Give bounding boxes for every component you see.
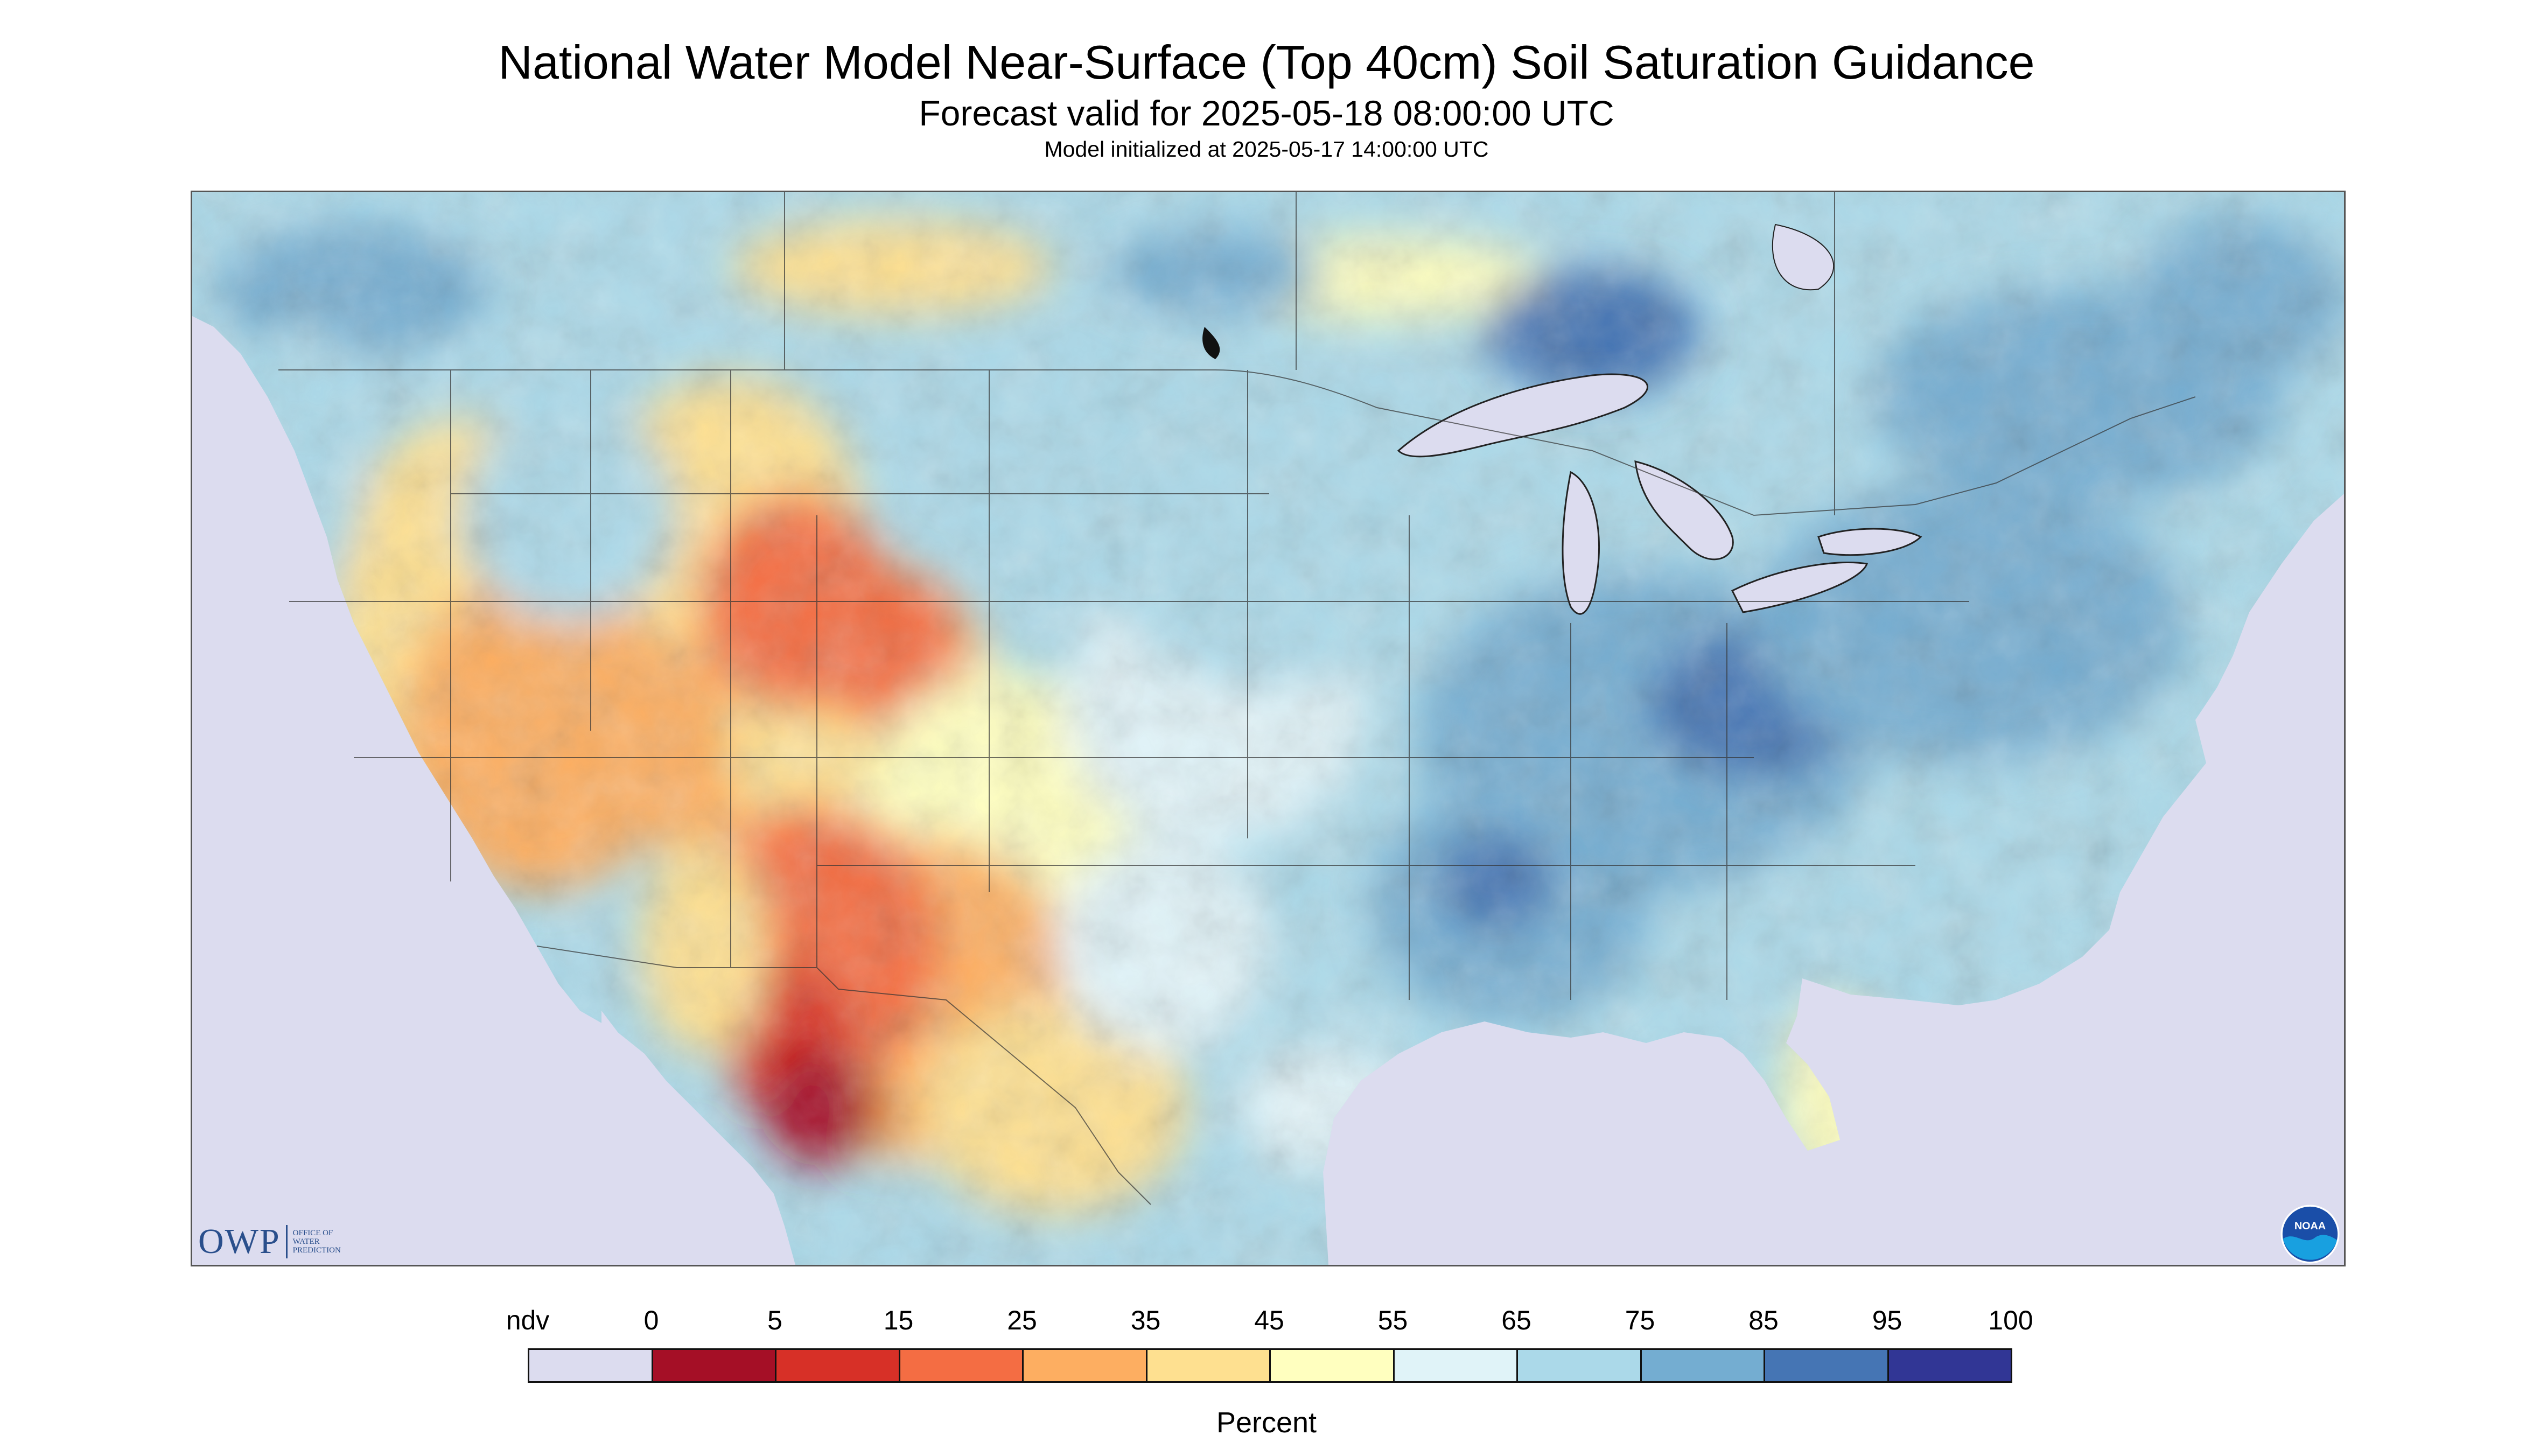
legend-label-3: 15 bbox=[883, 1305, 914, 1335]
legend-label-4: 25 bbox=[1007, 1305, 1037, 1335]
legend-swatch-1 bbox=[651, 1348, 776, 1383]
map-title: National Water Model Near-Surface (Top 4… bbox=[498, 36, 2035, 89]
legend-label-9: 75 bbox=[1625, 1305, 1655, 1335]
legend-label-1: 0 bbox=[643, 1305, 659, 1335]
legend-swatch-11 bbox=[1887, 1348, 2012, 1383]
legend-swatch-0 bbox=[528, 1348, 653, 1383]
legend-swatch-7 bbox=[1393, 1348, 1518, 1383]
legend-label-6: 45 bbox=[1254, 1305, 1284, 1335]
legend-swatch-3 bbox=[898, 1348, 1024, 1383]
great-lake-huron bbox=[1634, 460, 1734, 561]
legend-label-0: ndv bbox=[506, 1305, 550, 1335]
legend-label-7: 55 bbox=[1377, 1305, 1408, 1335]
owp-logo-subtext: OFFICE OF WATER PREDICTION bbox=[293, 1229, 341, 1255]
owp-logo-text: OWP bbox=[198, 1222, 281, 1261]
political-boundaries bbox=[278, 192, 2196, 1205]
owp-line-3: PREDICTION bbox=[292, 1246, 341, 1255]
legend-swatch-10 bbox=[1764, 1348, 1889, 1383]
legend-swatch-9 bbox=[1640, 1348, 1765, 1383]
legend-label-2: 5 bbox=[767, 1305, 782, 1335]
forecast-valid-time: Forecast valid for 2025-05-18 08:00:00 U… bbox=[919, 93, 1614, 133]
great-lake-superior bbox=[1397, 373, 1649, 458]
legend-swatch-8 bbox=[1516, 1348, 1642, 1383]
soil-saturation-map bbox=[192, 192, 2344, 1265]
legend-swatch-6 bbox=[1269, 1348, 1395, 1383]
owp-line-1: OFFICE OF bbox=[292, 1229, 333, 1237]
great-lake-ontario bbox=[1817, 528, 1922, 556]
owp-line-2: WATER bbox=[292, 1237, 320, 1246]
model-init-time: Model initialized at 2025-05-17 14:00:00… bbox=[1044, 137, 1489, 162]
legend-label-8: 65 bbox=[1501, 1305, 1531, 1335]
legend-swatch-5 bbox=[1145, 1348, 1271, 1383]
legend-label-5: 35 bbox=[1130, 1305, 1161, 1335]
legend-title: Percent bbox=[1216, 1406, 1317, 1439]
canada-us-border bbox=[278, 369, 2196, 516]
noaa-icon: NOAA bbox=[2280, 1205, 2340, 1264]
hudson-bay-south bbox=[1772, 223, 1835, 291]
legend-label-10: 85 bbox=[1748, 1305, 1779, 1335]
lake-winnipeg bbox=[1202, 327, 1220, 359]
water-bodies bbox=[601, 223, 1922, 1203]
great-lake-michigan bbox=[1562, 471, 1600, 615]
us-mexico-border bbox=[536, 946, 1151, 1205]
owp-logo-divider bbox=[285, 1225, 288, 1258]
noaa-text: NOAA bbox=[2294, 1220, 2326, 1232]
legend-label-12: 100 bbox=[1988, 1305, 2033, 1335]
legend-label-11: 95 bbox=[1872, 1305, 1902, 1335]
owp-logo: OWP OFFICE OF WATER PREDICTION bbox=[198, 1220, 341, 1263]
gulf-of-california bbox=[601, 1011, 723, 1203]
legend-swatch-4 bbox=[1022, 1348, 1147, 1383]
map-frame: NOAA bbox=[191, 191, 2346, 1266]
legend-swatch-2 bbox=[775, 1348, 900, 1383]
